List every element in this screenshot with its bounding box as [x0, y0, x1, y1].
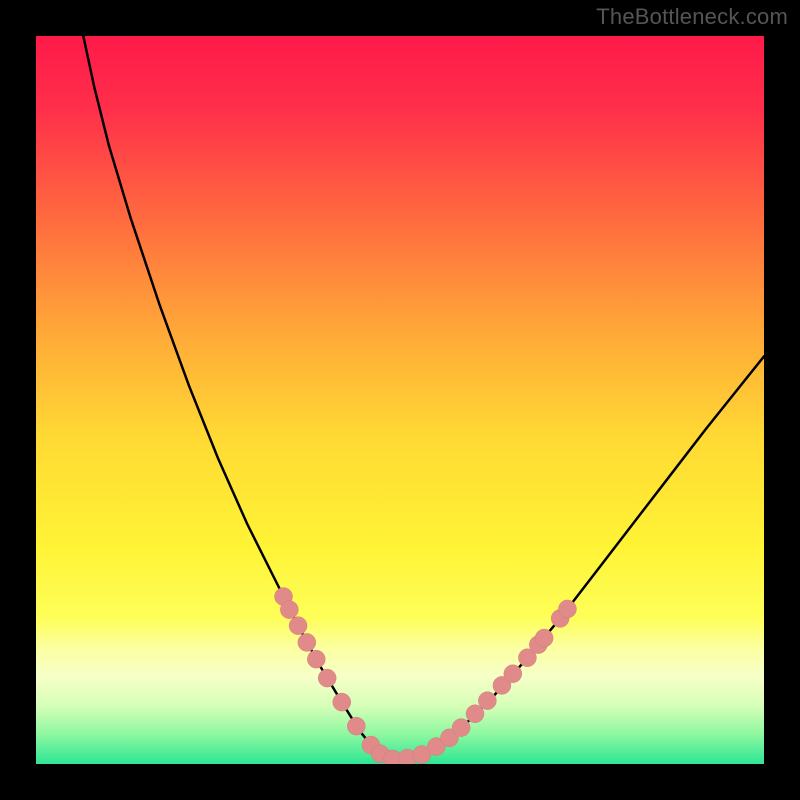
data-marker — [289, 617, 307, 635]
watermark-text: TheBottleneck.com — [596, 4, 788, 30]
data-marker — [280, 601, 298, 619]
bottleneck-curve-svg — [36, 36, 764, 764]
data-marker — [333, 693, 351, 711]
data-marker — [347, 717, 365, 735]
data-marker — [318, 669, 336, 687]
data-marker — [504, 665, 522, 683]
data-markers — [275, 588, 577, 764]
data-marker — [535, 629, 553, 647]
plot-area — [36, 36, 764, 764]
right-branch-curve — [393, 356, 764, 760]
left-branch-curve — [83, 36, 392, 760]
data-marker — [558, 600, 576, 618]
data-marker — [298, 633, 316, 651]
data-marker — [478, 692, 496, 710]
chart-frame: TheBottleneck.com — [0, 0, 800, 800]
data-marker — [452, 719, 470, 737]
data-marker — [307, 650, 325, 668]
